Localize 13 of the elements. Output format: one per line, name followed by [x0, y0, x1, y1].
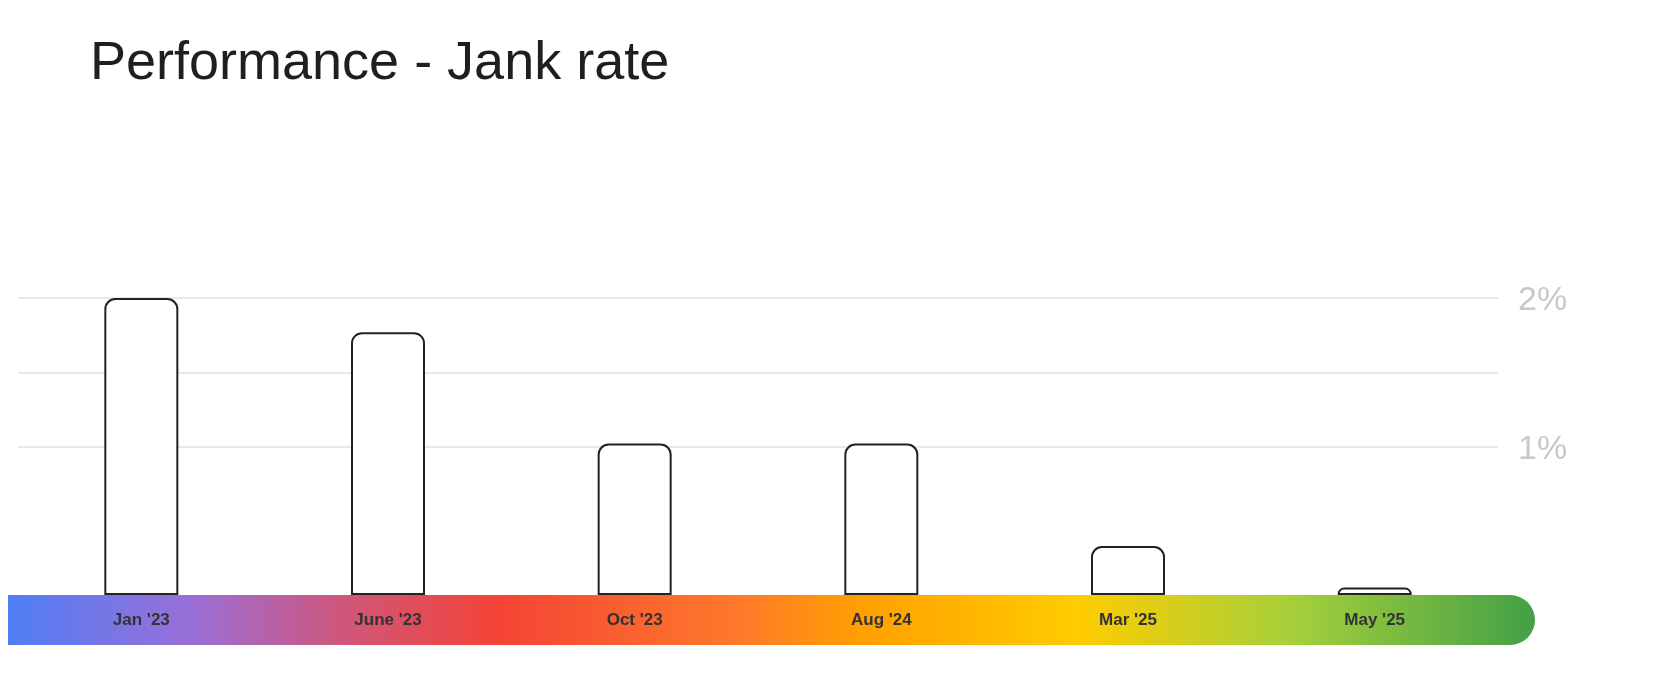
bar — [1091, 546, 1165, 595]
chart-title: Performance - Jank rate — [90, 30, 670, 90]
x-tick-label: Jan '23 — [112, 609, 170, 629]
bar — [104, 298, 179, 595]
x-tick-label: May '25 — [1344, 609, 1406, 629]
x-tick-label: June '23 — [354, 609, 422, 629]
bar — [1337, 587, 1412, 595]
x-tick-label: Oct '23 — [606, 609, 663, 629]
x-tick-label: Aug '24 — [850, 609, 913, 629]
bar — [597, 443, 672, 595]
bar — [844, 443, 919, 595]
x-tick-label: Mar '25 — [1099, 609, 1157, 629]
bar — [351, 332, 425, 595]
